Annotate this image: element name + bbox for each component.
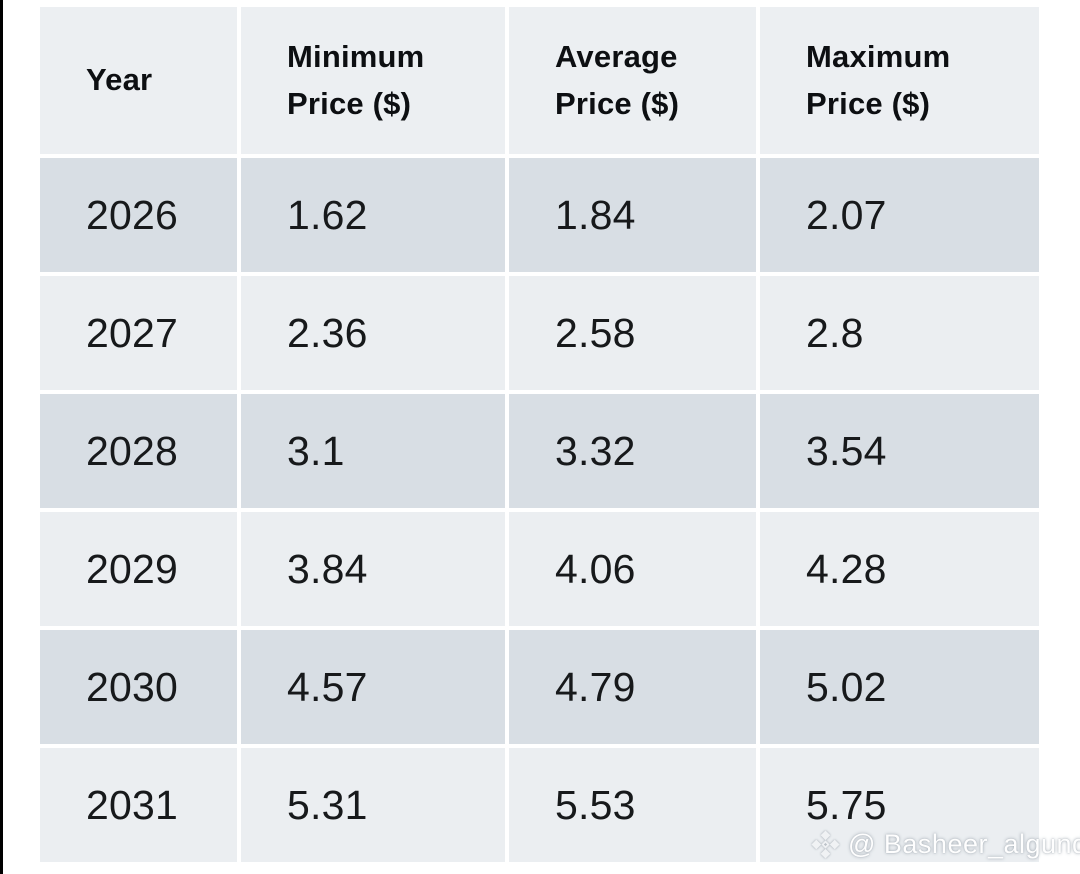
cell-value: 3.54 (806, 427, 887, 474)
cell-year: 2026 (40, 158, 237, 272)
cell-value: 4.79 (555, 663, 636, 710)
cell-value: 4.06 (555, 545, 636, 592)
left-edge-line (0, 0, 3, 874)
cell-maximum-price: 4.28 (760, 512, 1039, 626)
cell-value: 2031 (86, 781, 179, 828)
cell-minimum-price: 4.57 (241, 630, 505, 744)
cell-value: 3.32 (555, 427, 636, 474)
cell-value: 5.02 (806, 663, 887, 710)
cell-average-price: 5.53 (509, 748, 756, 862)
cell-maximum-price: 5.02 (760, 630, 1039, 744)
cell-value: 2027 (86, 309, 179, 356)
cell-value: 5.53 (555, 781, 636, 828)
header-label: Minimum Price ($) (287, 39, 425, 121)
price-prediction-table: Year Minimum Price ($) Average Price ($)… (40, 7, 1039, 862)
cell-year: 2027 (40, 276, 237, 390)
cell-value: 1.62 (287, 191, 368, 238)
cell-maximum-price: 5.75 (760, 748, 1039, 862)
cell-value: 3.1 (287, 427, 345, 474)
header-label: Average Price ($) (555, 39, 680, 121)
cell-value: 2028 (86, 427, 179, 474)
cell-value: 1.84 (555, 191, 636, 238)
binance-diamond-icon (811, 830, 840, 859)
cell-value: 2.58 (555, 309, 636, 356)
cell-minimum-price: 1.62 (241, 158, 505, 272)
cell-average-price: 1.84 (509, 158, 756, 272)
cell-minimum-price: 3.1 (241, 394, 505, 508)
header-cell-average-price: Average Price ($) (509, 7, 756, 154)
header-cell-year: Year (40, 7, 237, 154)
cell-year: 2031 (40, 748, 237, 862)
cell-minimum-price: 2.36 (241, 276, 505, 390)
cell-value: 3.84 (287, 545, 368, 592)
cell-value: 2.07 (806, 191, 887, 238)
cell-year: 2029 (40, 512, 237, 626)
watermark: @ Basheer_algundubi (810, 829, 1080, 860)
cell-value: 4.28 (806, 545, 887, 592)
cell-value: 2.36 (287, 309, 368, 356)
cell-average-price: 4.06 (509, 512, 756, 626)
cell-value: 5.75 (806, 781, 887, 828)
cell-average-price: 3.32 (509, 394, 756, 508)
cell-year: 2028 (40, 394, 237, 508)
cell-value: 2030 (86, 663, 179, 710)
cell-average-price: 4.79 (509, 630, 756, 744)
cell-maximum-price: 2.8 (760, 276, 1039, 390)
cell-value: 2029 (86, 545, 179, 592)
cell-year: 2030 (40, 630, 237, 744)
header-label: Maximum Price ($) (806, 39, 951, 121)
header-label: Year (86, 62, 153, 98)
cell-minimum-price: 3.84 (241, 512, 505, 626)
cell-value: 5.31 (287, 781, 368, 828)
header-cell-maximum-price: Maximum Price ($) (760, 7, 1039, 154)
cell-average-price: 2.58 (509, 276, 756, 390)
cell-value: 2.8 (806, 309, 864, 356)
header-cell-minimum-price: Minimum Price ($) (241, 7, 505, 154)
cell-value: 2026 (86, 191, 179, 238)
watermark-handle: @ Basheer_algundubi (848, 829, 1080, 859)
cell-value: 4.57 (287, 663, 368, 710)
cell-maximum-price: 3.54 (760, 394, 1039, 508)
cell-maximum-price: 2.07 (760, 158, 1039, 272)
cell-minimum-price: 5.31 (241, 748, 505, 862)
